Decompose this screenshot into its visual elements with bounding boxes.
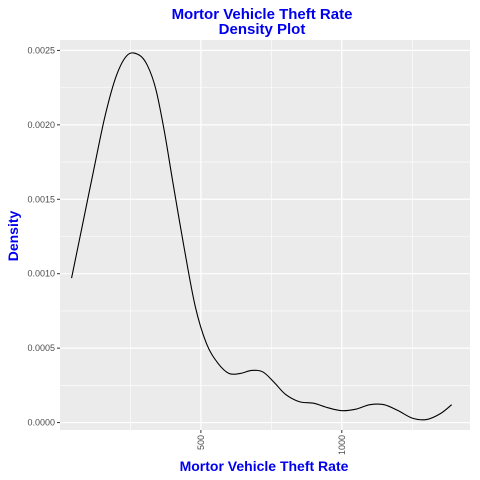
density-curve (71, 52, 453, 421)
y-tick-label: 0.0025 (27, 45, 55, 55)
y-tick-label: 0.0000 (27, 418, 55, 428)
plot-panel (60, 40, 470, 430)
y-tick-label: 0.0015 (27, 194, 55, 204)
y-tick-label: 0.0010 (27, 269, 55, 279)
chart-subtitle: Density Plot (219, 21, 306, 38)
y-axis: 0.0000 0.0005 0.0010 0.0015 0.0020 0.0025 (27, 45, 60, 428)
y-tick-label: 0.0005 (27, 343, 55, 353)
chart-title: Mortor Vehicle Theft Rate (172, 6, 353, 23)
x-tick-label: 500 (196, 435, 206, 450)
y-axis-title: Density (5, 211, 21, 262)
y-tick-label: 0.0020 (27, 120, 55, 130)
x-axis-title: Mortor Vehicle Theft Rate (180, 458, 349, 474)
major-gridlines (60, 40, 470, 430)
minor-gridlines (60, 40, 470, 430)
x-tick-label: 1000 (337, 435, 347, 455)
x-axis: 500 1000 (196, 430, 347, 455)
